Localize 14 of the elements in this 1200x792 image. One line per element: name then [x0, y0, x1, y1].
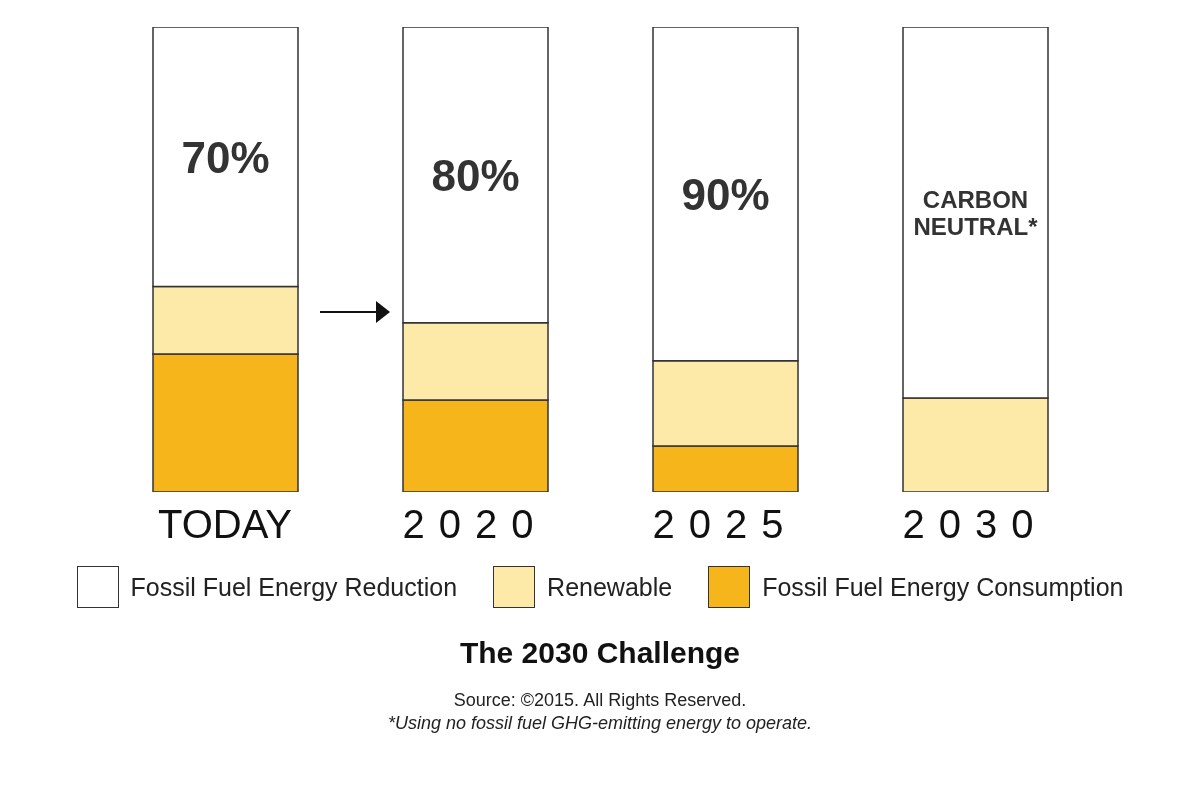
legend-label: Renewable: [547, 572, 673, 602]
annotation: 80%: [431, 150, 520, 200]
x-tick-label: 2020: [402, 502, 548, 546]
x-tick-label: TODAY: [157, 502, 293, 546]
x-tick-label: 2025: [652, 502, 798, 546]
annotation: 70%: [181, 132, 270, 182]
annotation: 90%: [681, 169, 770, 219]
legend-label: Fossil Fuel Energy Reduction: [130, 572, 458, 602]
x-tick-label: 2030: [902, 502, 1048, 546]
text: *Using no fossil fuel GHG-emitting energy to operate.: [386, 713, 814, 734]
legend-label: Fossil Fuel Energy Consumption: [762, 572, 1124, 602]
source-note: Source: ©2015. All Rights Reserved.: [452, 690, 748, 711]
annotation: CARBON NEUTRAL*: [913, 185, 1039, 240]
text: The 2030 Challenge: [458, 636, 742, 670]
